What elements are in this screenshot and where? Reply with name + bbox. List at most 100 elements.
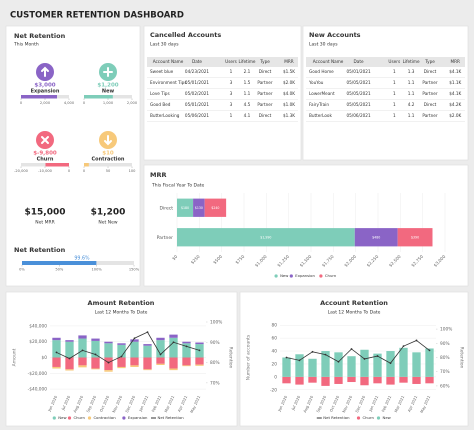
bar	[425, 376, 434, 384]
x-tick-label: $750	[234, 254, 245, 265]
table-cell: 05/01/2021	[185, 80, 209, 85]
bar	[373, 353, 382, 377]
gauge-tick-label: 50%	[55, 268, 64, 272]
table-cell: $4.0K	[283, 91, 295, 96]
y2-tick-label: 90%	[440, 341, 450, 347]
axis-title: Amount	[12, 348, 18, 366]
kpi-label: New	[102, 89, 115, 95]
table-cell: Partner	[257, 102, 272, 107]
bar	[412, 376, 421, 384]
line-point	[337, 360, 340, 363]
bar	[52, 337, 61, 341]
bar	[117, 343, 126, 345]
bar	[169, 337, 178, 358]
bar	[91, 340, 100, 358]
bar	[65, 340, 74, 342]
legend-swatch	[356, 416, 361, 420]
y-tick-label: $0	[42, 355, 48, 361]
legend-swatch	[289, 274, 293, 278]
column-header: MRR	[284, 59, 294, 64]
line-point	[350, 348, 353, 350]
bar-segment	[354, 228, 398, 247]
table-cell: $1.1K	[449, 80, 461, 85]
gauge-bar	[84, 163, 89, 167]
table-cell: 1	[230, 113, 233, 118]
bar	[425, 348, 434, 377]
category-label: Partner	[157, 235, 174, 241]
bar	[282, 376, 291, 384]
gauge-track	[84, 163, 132, 167]
line-point	[159, 353, 162, 356]
x-tick-label: $250	[190, 254, 201, 265]
table-cell: 05/06/2021	[185, 113, 209, 118]
legend-swatch	[67, 416, 72, 420]
legend-label: Churn	[325, 273, 337, 278]
table-cell: 1.3	[408, 69, 415, 74]
y-tick-label: -$20,000	[28, 371, 48, 377]
table-cell: 1.1	[408, 113, 415, 118]
legend-swatch	[376, 416, 381, 420]
bar	[78, 335, 87, 339]
bar	[195, 342, 204, 345]
legend-swatch	[52, 416, 56, 420]
table-title: Cancelled Accounts	[150, 31, 221, 39]
bar	[360, 349, 369, 377]
table-cell: 05/01/2021	[346, 69, 370, 74]
table-cell: 1.1	[408, 80, 415, 85]
gauge-tick-label: 100	[129, 169, 137, 173]
summary-label: Net New	[98, 220, 117, 226]
table-cell: Direct	[259, 113, 272, 118]
legend-label: Expansion	[295, 273, 315, 278]
gauge-tick-label: 0%	[19, 268, 25, 272]
bar	[156, 340, 165, 358]
y-tick-label: -20	[270, 387, 277, 393]
bar	[182, 365, 191, 367]
bar	[182, 343, 191, 358]
gauge-bar	[84, 95, 113, 99]
gauge-tick-label: 0	[83, 169, 86, 173]
bar	[195, 357, 204, 365]
legend-label: New	[58, 415, 66, 420]
bar	[91, 338, 100, 341]
table-cell: LowerMeant	[309, 91, 335, 96]
table-cell: Love Tips	[150, 91, 170, 96]
bar	[52, 357, 61, 367]
line-point	[363, 358, 366, 360]
bar	[156, 357, 165, 364]
bar	[130, 341, 139, 358]
column-header: Type	[424, 59, 435, 64]
bar	[143, 344, 152, 346]
table-cell: Good Bed	[150, 102, 171, 107]
bar	[156, 337, 165, 341]
bar	[117, 357, 126, 367]
x-tick-label: Jul 2020	[290, 394, 302, 412]
line-point	[428, 349, 431, 352]
gauge-tick-label: 150%	[129, 268, 140, 272]
line	[56, 331, 200, 364]
bar	[143, 357, 152, 370]
table-cell: 05/05/2021	[346, 102, 370, 107]
legend-label: Churn	[74, 415, 86, 420]
gauge-tick-label: 0	[20, 101, 23, 105]
y-tick-label: 0	[274, 374, 277, 380]
table-cell: 1	[393, 113, 396, 118]
bar-segment	[193, 198, 205, 217]
value-label: $480	[372, 235, 380, 239]
gauge-bar	[22, 261, 97, 265]
chart-subtitle: Last 12 Months To Date	[95, 310, 148, 316]
table-cell: $1.5K	[283, 69, 295, 74]
table-cell: 05/05/2021	[346, 80, 370, 85]
bar	[117, 366, 126, 369]
line-point	[198, 349, 201, 352]
x-tick-label: $500	[212, 254, 223, 265]
bar	[399, 347, 408, 377]
legend-swatch	[87, 416, 92, 420]
legend-label: New	[383, 415, 391, 420]
gauge-tick-label: -10,000	[38, 169, 53, 173]
line-point	[402, 345, 405, 348]
value-label: $130	[195, 206, 203, 210]
column-header: Account Name	[313, 59, 344, 64]
table-cell: Partner	[257, 80, 272, 85]
icon-glyph	[41, 66, 49, 77]
